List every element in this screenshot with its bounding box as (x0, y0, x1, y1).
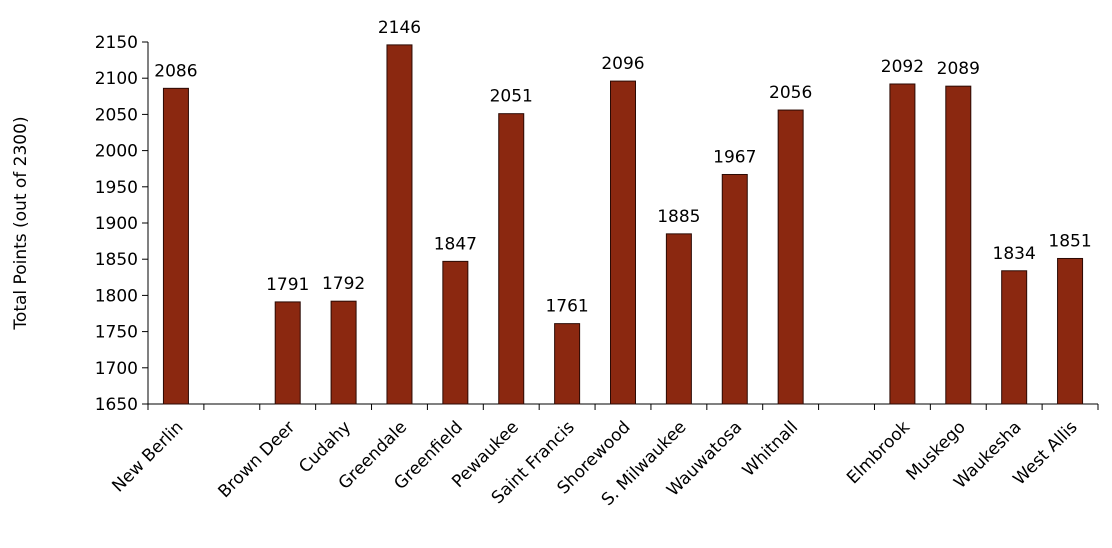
data-label: 1791 (266, 275, 309, 295)
y-tick-label: 2050 (95, 105, 138, 125)
bar (721, 173, 748, 405)
y-tick-label: 1650 (95, 395, 138, 415)
x-axis: New Berlin Brown DeerCudahyGreendaleGreen… (108, 403, 1099, 510)
data-label: 2146 (378, 18, 421, 38)
y-tick-label: 1750 (95, 323, 138, 343)
y-tick-label: 2150 (95, 33, 138, 53)
y-tick-label: 1800 (95, 286, 138, 306)
x-tick-label: New Berlin (108, 417, 187, 496)
data-label: 2089 (937, 59, 980, 79)
y-tick-label: 2100 (95, 69, 138, 89)
y-tick-label: 1850 (95, 250, 138, 270)
data-label: 2092 (881, 57, 924, 77)
bar (442, 260, 469, 405)
bar (498, 113, 525, 405)
data-labels: 2086 1791 1792 2146 1847 2051 1761 2096 1885 1967… (154, 18, 1091, 317)
bar (610, 80, 636, 405)
bar (274, 301, 301, 405)
bar (777, 109, 804, 405)
y-tick-label: 1700 (95, 359, 138, 379)
x-tick-label: Elmbrook (843, 417, 914, 488)
bar (945, 85, 972, 405)
data-label: 2086 (154, 61, 197, 81)
data-label: 1792 (322, 274, 365, 294)
data-label: 2056 (769, 83, 812, 103)
data-label: 1834 (993, 244, 1036, 264)
bar (1001, 270, 1028, 405)
bar (665, 233, 692, 405)
y-axis: 1650 1700 1750 1800 1850 1900 1950 2000 2050 2100… (95, 33, 149, 415)
bar (330, 300, 357, 405)
data-label: 1885 (657, 207, 700, 227)
data-label: 1967 (713, 147, 756, 167)
x-tick-label: Brown Deer (215, 417, 300, 502)
y-tick-label: 1950 (95, 178, 138, 198)
bar (1057, 257, 1084, 405)
y-axis-title: Total Points (out of 2300) (11, 116, 31, 330)
x-tick-label: Whitnall (739, 417, 802, 480)
bar (162, 87, 189, 405)
bars (162, 44, 1084, 405)
data-label: 1847 (434, 234, 477, 254)
bar (889, 83, 916, 405)
data-label: 2051 (490, 87, 533, 107)
bar (554, 323, 581, 405)
bar (386, 44, 413, 405)
data-label: 1851 (1048, 231, 1091, 251)
y-tick-label: 2000 (95, 142, 138, 162)
y-tick-label: 1900 (95, 214, 138, 234)
data-label: 2096 (601, 54, 644, 74)
data-label: 1761 (545, 297, 588, 317)
